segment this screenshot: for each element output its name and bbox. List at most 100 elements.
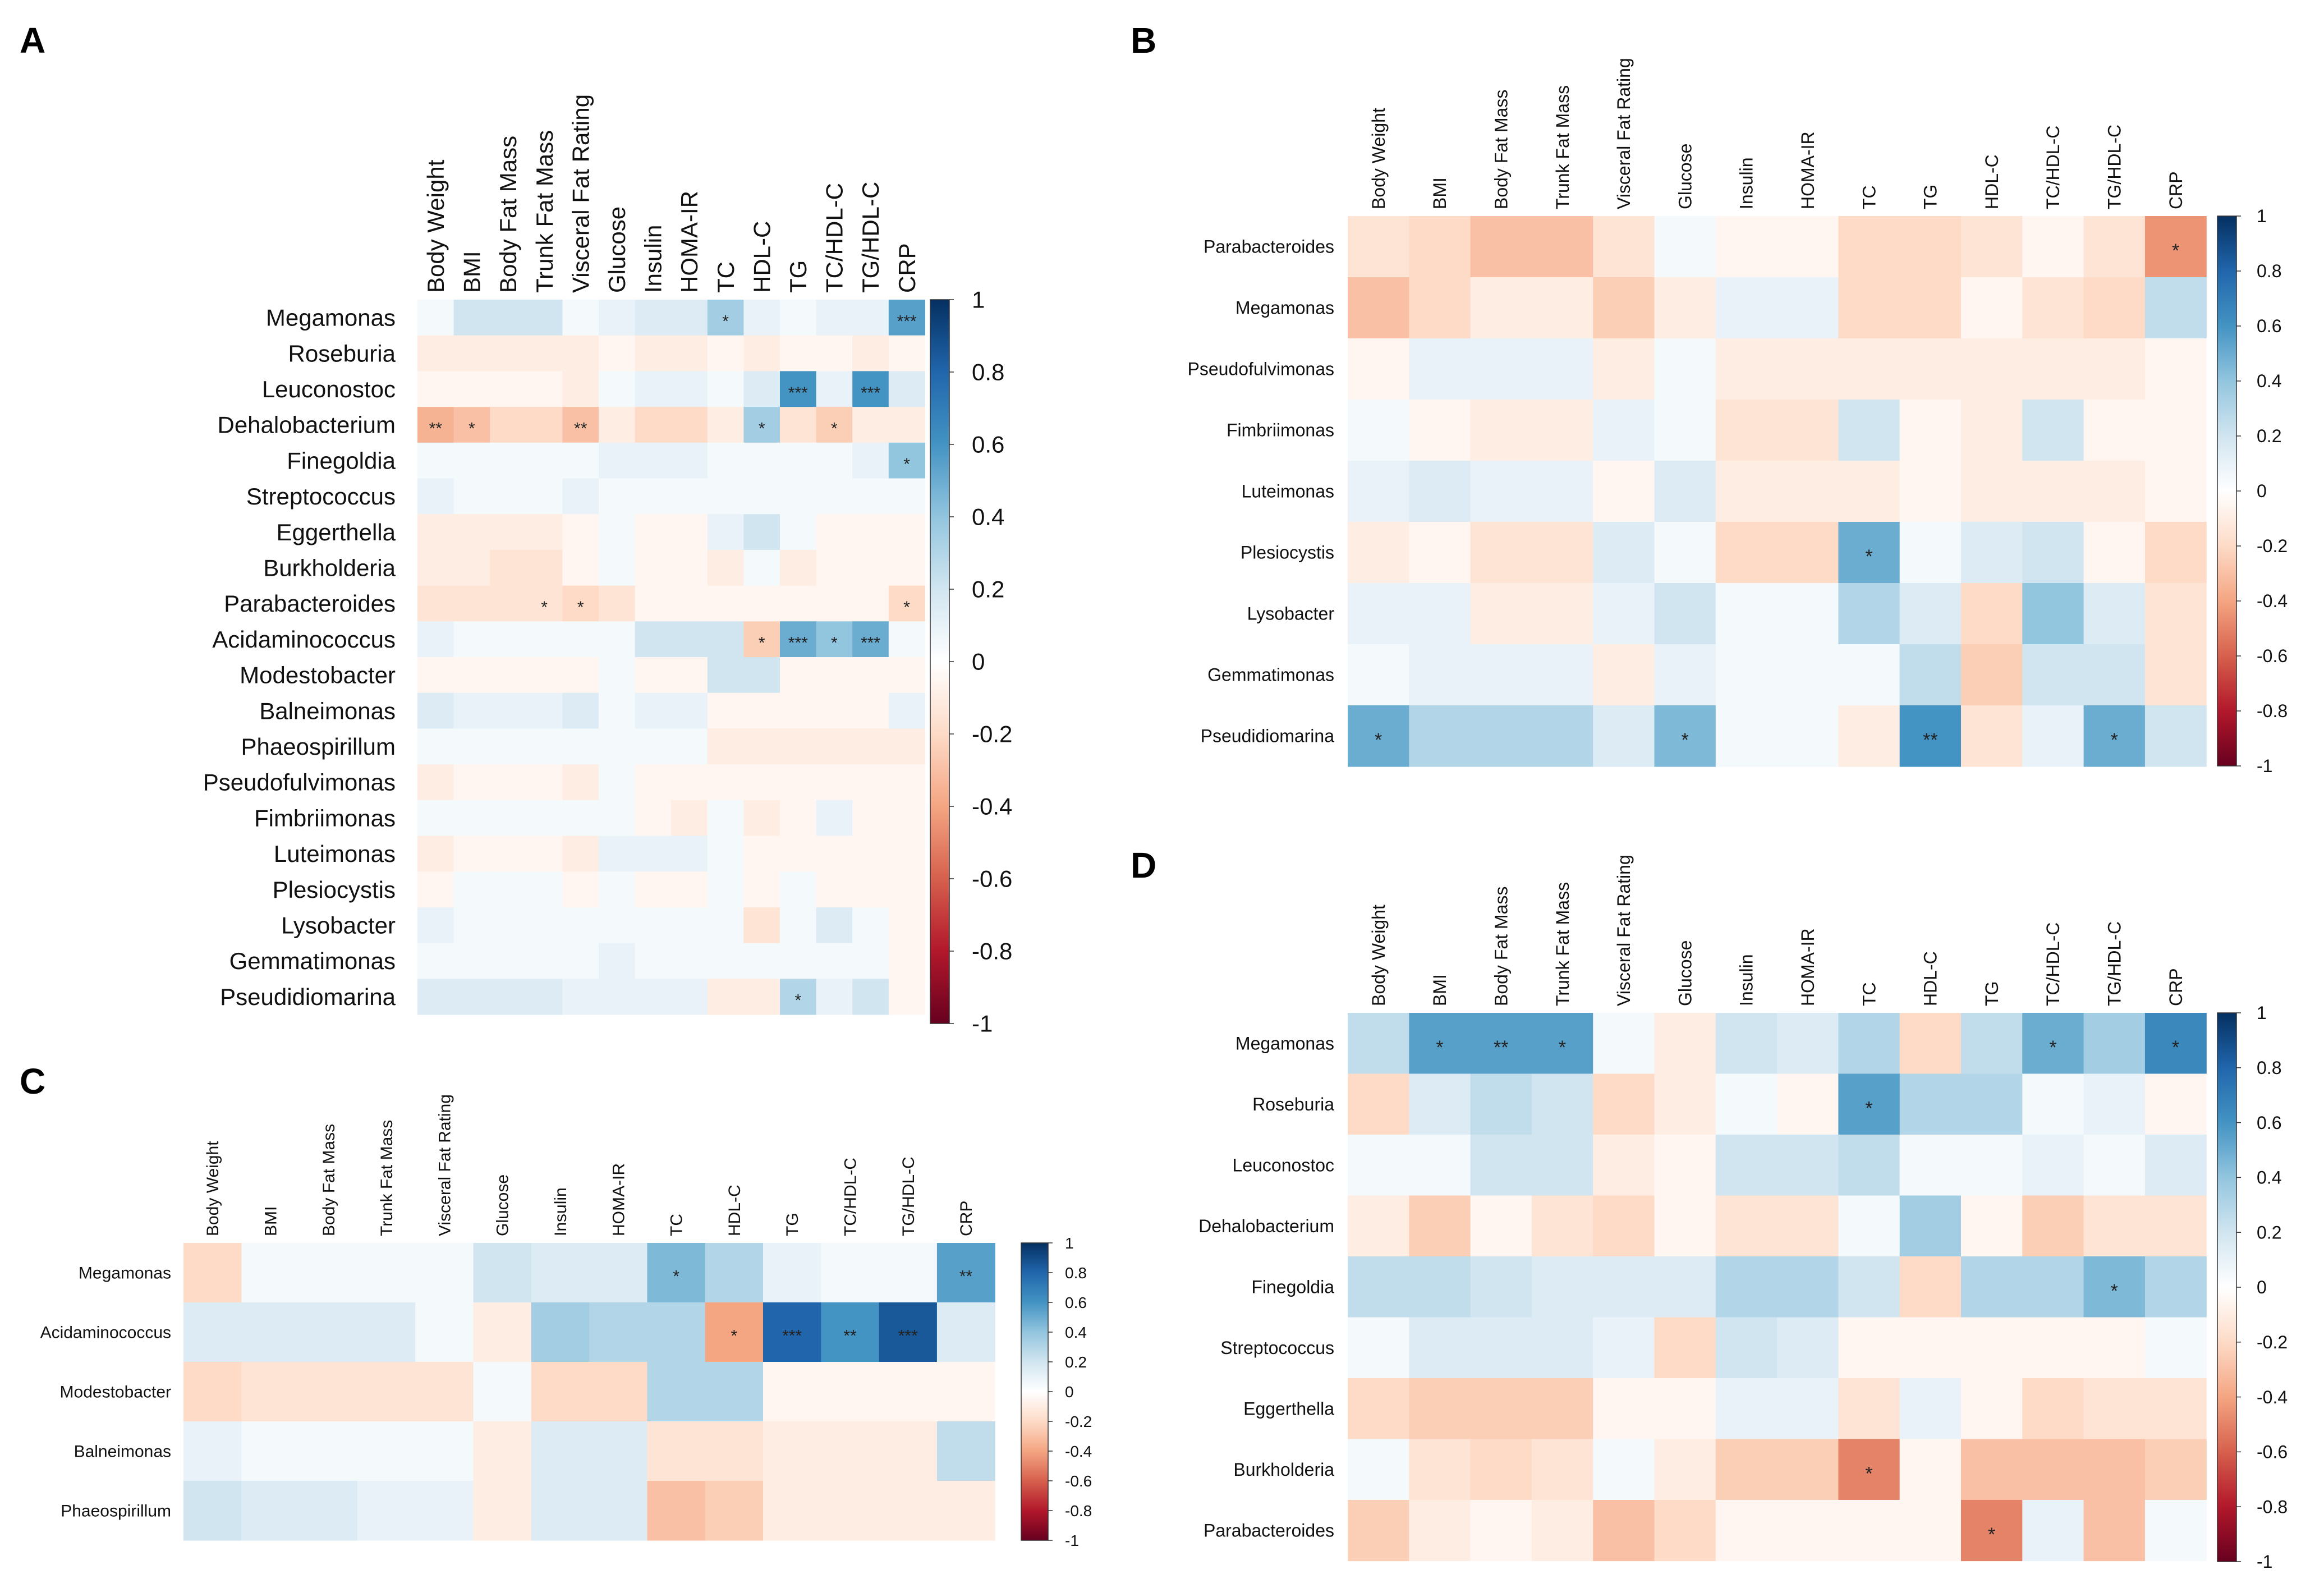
column-label-c-trunk-fat-mass: Trunk Fat Mass [378,1120,396,1236]
cell-b-lysobacter-glucose [1654,583,1716,645]
column-label-c-tg: TG [783,1213,802,1236]
cell-c-acidaminococcus-visceral-fat-rating [415,1302,474,1362]
cell-a-fimbriimonas-body-fat-mass [490,800,527,837]
cell-a-pseudofulvimonas-tc-hdl-c [816,764,853,801]
row-label-c-phaeospirillum: Phaeospirillum [61,1502,171,1521]
cell-d-streptococcus-glucose [1654,1317,1716,1379]
cell-b-luteimonas-glucose [1654,461,1716,522]
row-label-a-fimbriimonas: Fimbriimonas [254,805,396,831]
row-label-a-streptococcus: Streptococcus [246,483,396,510]
column-label-b-tc: TC [1859,185,1879,209]
cell-c-balneimonas-glucose [473,1421,532,1481]
cell-a-plesiocystis-homa-ir [671,871,708,908]
column-label-b-bmi: BMI [1430,177,1450,209]
cell-a-lysobacter-visceral-fat-rating [562,907,599,944]
cell-a-dehalobacterium-insulin [635,407,672,443]
cell-a-pseudidiomarina-bmi [453,979,490,1015]
sig-marker-a: ** [574,419,587,438]
cell-b-fimbriimonas-tg [1899,400,1962,461]
cell-b-megamonas-homa-ir [1777,277,1839,339]
sig-marker-a: * [469,419,475,438]
cell-d-leuconostoc-trunk-fat-mass [1531,1135,1593,1196]
cell-d-parabacteroides-crp [2144,1500,2207,1562]
cell-d-streptococcus-tc [1838,1317,1900,1379]
column-label-c-tg-hdl-c: TG/HDL-C [899,1156,918,1236]
cell-a-dehalobacterium-homa-ir [671,407,708,443]
row-label-d-finegoldia: Finegoldia [1251,1277,1334,1297]
panel-label-a: A [20,20,46,61]
row-label-a-finegoldia: Finegoldia [287,447,396,474]
colorbar-tick-label-c: -1 [1065,1532,1079,1549]
cell-a-luteimonas-crp [888,836,925,872]
cell-a-streptococcus-homa-ir [671,478,708,515]
sig-marker-a: *** [861,384,880,402]
cell-b-lysobacter-body-weight [1348,583,1409,645]
sig-marker-b: * [1682,729,1689,751]
column-label-a-body-fat-mass: Body Fat Mass [495,136,521,293]
cell-a-dehalobacterium-glucose [599,407,636,443]
cell-a-gemmatimonas-body-weight [417,943,454,979]
cell-a-eggerthella-hdl-c [743,514,780,550]
cell-c-megamonas-crp [936,1243,995,1303]
cell-a-balneimonas-trunk-fat-mass [526,692,563,729]
cell-b-gemmatimonas-insulin [1715,644,1778,706]
cell-a-plesiocystis-crp [888,871,925,908]
cell-c-phaeospirillum-glucose [473,1481,532,1541]
row-label-a-leuconostoc: Leuconostoc [262,376,396,402]
cell-b-fimbriimonas-bmi [1409,400,1471,461]
cell-d-eggerthella-tg-hdl-c [2083,1378,2146,1440]
colorbar-tick-label-a: 0.6 [972,432,1004,458]
sig-marker-a: *** [861,634,880,653]
row-label-d-roseburia: Roseburia [1252,1094,1334,1114]
cell-a-fimbriimonas-glucose [599,800,636,837]
cell-d-dehalobacterium-hdl-c [1899,1195,1962,1257]
colorbar-tick-label-a: -0.2 [972,721,1012,747]
cell-a-leuconostoc-homa-ir [671,371,708,407]
cell-a-dehalobacterium-tg-hdl-c [852,407,889,443]
cell-b-pseudidiomarina-tg [1899,705,1962,767]
row-label-b-pseudofulvimonas: Pseudofulvimonas [1188,359,1334,379]
cell-d-leuconostoc-crp [2144,1135,2207,1196]
cell-c-phaeospirillum-tc [647,1481,706,1541]
cell-a-roseburia-hdl-c [743,335,780,371]
cell-a-modestobacter-glucose [599,657,636,694]
cell-c-balneimonas-tc [647,1421,706,1481]
cell-c-phaeospirillum-hdl-c [705,1481,764,1541]
column-label-d-tc: TC [1859,982,1879,1006]
cell-a-modestobacter-homa-ir [671,657,708,694]
cell-d-leuconostoc-insulin [1715,1135,1778,1196]
row-label-b-gemmatimonas: Gemmatimonas [1207,665,1334,685]
cell-c-modestobacter-glucose [473,1362,532,1422]
cell-a-phaeospirillum-hdl-c [743,728,780,765]
colorbar-tick-label-a: -0.6 [972,866,1012,892]
cell-a-burkholderia-visceral-fat-rating [562,549,599,586]
cell-a-modestobacter-bmi [453,657,490,694]
colorbar-d [2217,1012,2237,1562]
cell-a-luteimonas-visceral-fat-rating [562,836,599,872]
cell-b-lysobacter-tg [1899,583,1962,645]
cell-c-acidaminococcus-body-weight [183,1302,242,1362]
column-label-a-glucose: Glucose [604,206,630,293]
column-label-b-tg-hdl-c: TG/HDL-C [2104,125,2124,209]
cell-b-fimbriimonas-tc [1838,400,1900,461]
cell-a-lysobacter-body-weight [417,907,454,944]
cell-a-acidaminococcus-insulin [635,621,672,658]
cell-d-parabacteroides-bmi [1409,1500,1471,1562]
cell-d-eggerthella-tc-hdl-c [2022,1378,2084,1440]
row-label-c-balneimonas: Balneimonas [74,1443,171,1461]
cell-b-plesiocystis-homa-ir [1777,522,1839,584]
colorbar-tick-label-c: 1 [1065,1234,1074,1252]
cell-d-streptococcus-insulin [1715,1317,1778,1379]
cell-a-phaeospirillum-body-fat-mass [490,728,527,765]
cell-a-fimbriimonas-tg [780,800,817,837]
cell-a-parabacteroides-body-fat-mass [490,585,527,622]
cell-a-megamonas-body-weight [417,300,454,336]
sig-marker-a: *** [788,634,808,653]
cell-c-megamonas-bmi [241,1243,300,1303]
cell-a-lysobacter-homa-ir [671,907,708,944]
cell-a-gemmatimonas-insulin [635,943,672,979]
cell-d-roseburia-tg-hdl-c [2083,1073,2146,1135]
sig-marker-a: * [722,312,729,331]
cell-b-megamonas-tg-hdl-c [2083,277,2146,339]
cell-b-megamonas-tc-hdl-c [2022,277,2084,339]
